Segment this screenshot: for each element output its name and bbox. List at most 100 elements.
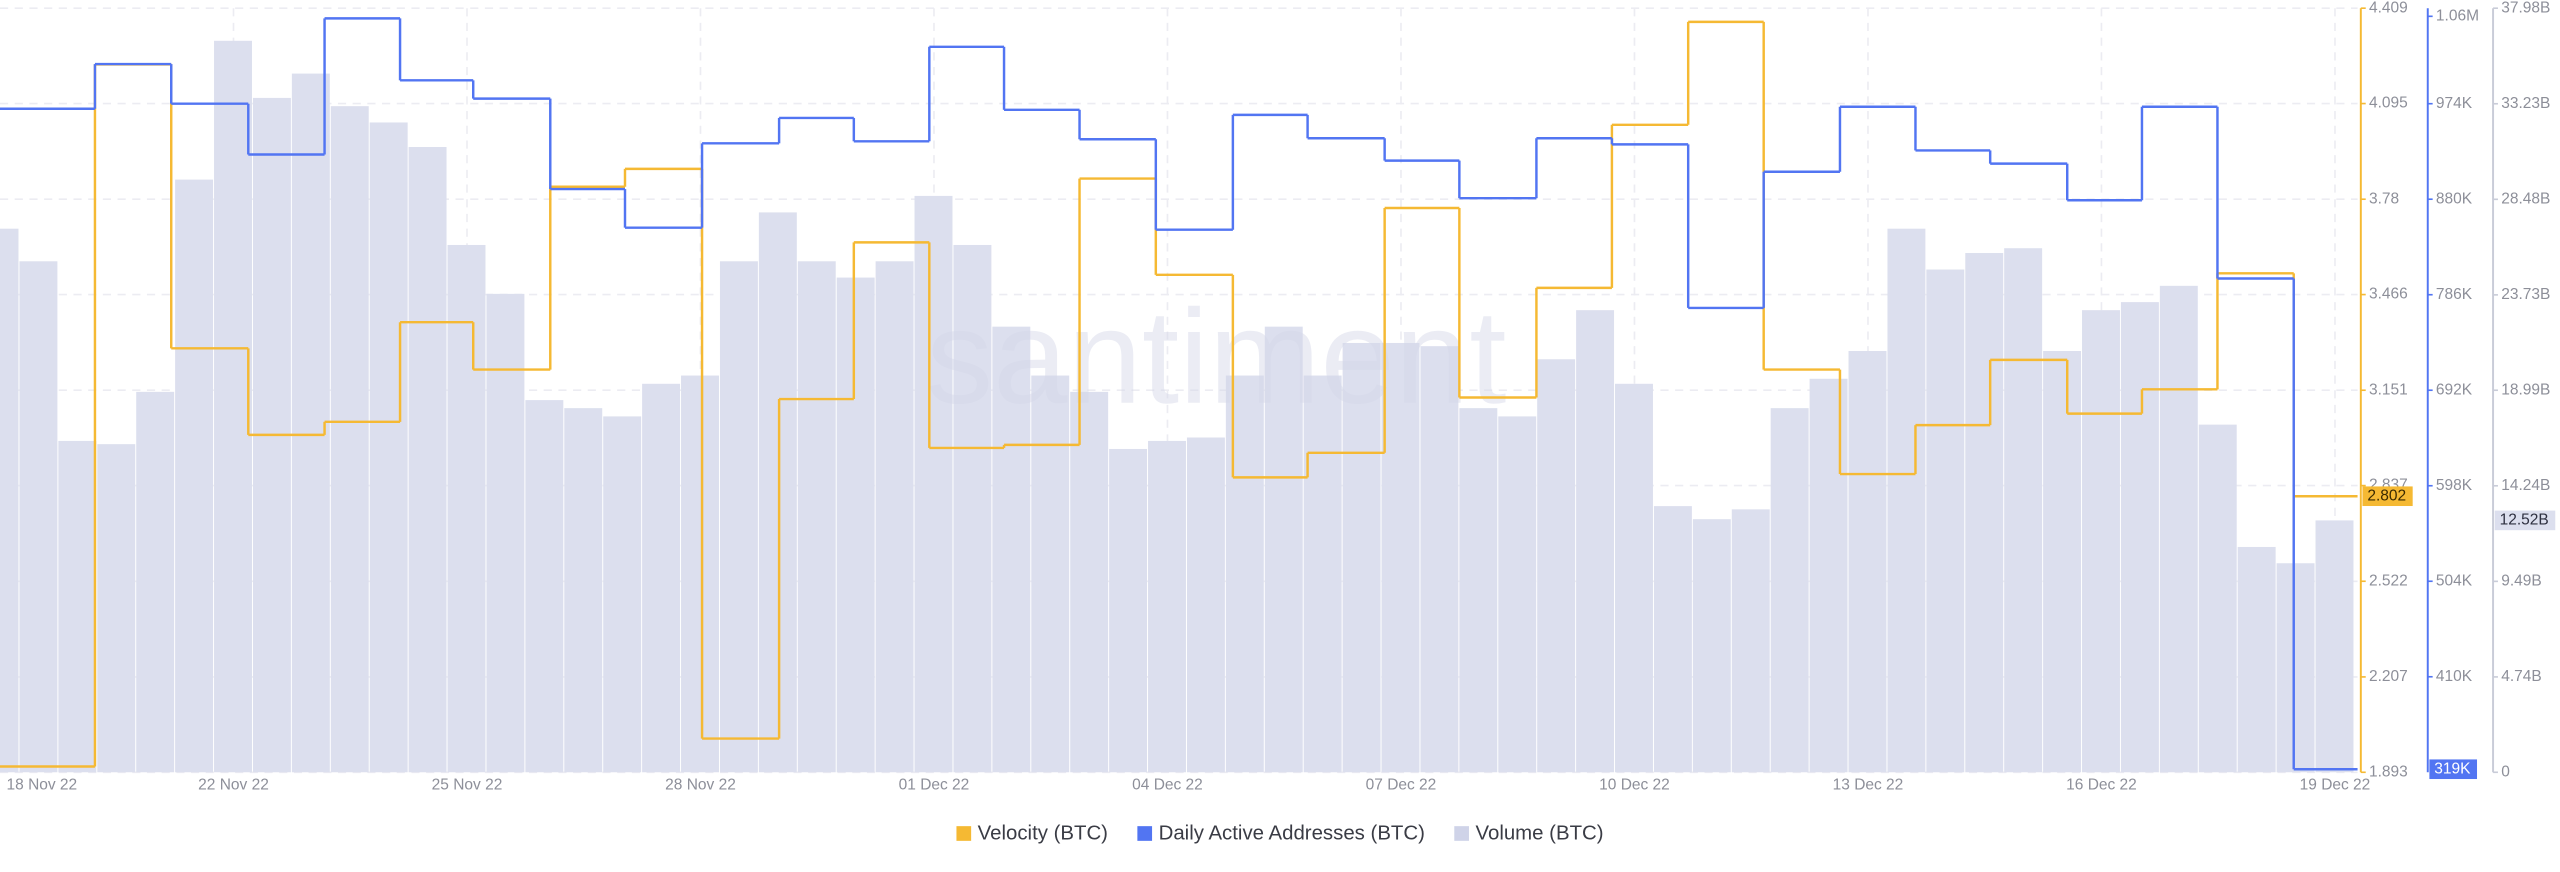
y-tick-label: 3.78 bbox=[2369, 190, 2399, 207]
y-tick-label: 880K bbox=[2436, 190, 2473, 207]
legend-text[interactable]: Velocity (BTC) bbox=[978, 823, 1108, 845]
legend-swatch[interactable] bbox=[1454, 826, 1469, 841]
volume-bar bbox=[1109, 448, 1148, 773]
volume-bar bbox=[1965, 253, 2004, 773]
volume-bar bbox=[1848, 351, 1887, 773]
y-tick-label: 33.23B bbox=[2501, 95, 2550, 112]
y-tick-label: 598K bbox=[2436, 477, 2473, 494]
legend-swatch[interactable] bbox=[956, 826, 972, 841]
volume-bar bbox=[2276, 563, 2315, 773]
volume-bar bbox=[447, 244, 486, 773]
x-tick-label: 25 Nov 22 bbox=[432, 776, 503, 793]
y-tick-label: 37.98B bbox=[2501, 0, 2550, 16]
x-tick-label: 22 Nov 22 bbox=[198, 776, 269, 793]
x-tick-label: 13 Dec 22 bbox=[1833, 776, 1904, 793]
volume-bar bbox=[19, 261, 58, 773]
volume-bar bbox=[0, 228, 19, 773]
volume-bar bbox=[369, 122, 408, 773]
y-tick-label: 28.48B bbox=[2501, 190, 2550, 207]
y-tick-label: 974K bbox=[2436, 95, 2473, 112]
volume-bar bbox=[719, 261, 758, 773]
volume-bar bbox=[992, 326, 1031, 773]
x-tick-label: 10 Dec 22 bbox=[1599, 776, 1670, 793]
volume-bar bbox=[1576, 310, 1615, 773]
volume-bar bbox=[642, 383, 681, 773]
volume-bar bbox=[758, 212, 797, 773]
last-value-badge bbox=[2494, 510, 2556, 531]
y-tick-label: 18.99B bbox=[2501, 381, 2550, 398]
last-value-label: 2.802 bbox=[2367, 487, 2406, 504]
volume-bar bbox=[1070, 391, 1109, 773]
volume-bar bbox=[1381, 342, 1420, 773]
volume-bar bbox=[2120, 302, 2159, 773]
volume-bar bbox=[1498, 416, 1537, 773]
y-tick-label: 3.151 bbox=[2369, 381, 2408, 398]
volume-bar bbox=[564, 408, 603, 773]
volume-bar bbox=[836, 277, 875, 773]
y-tick-label: 1.893 bbox=[2369, 763, 2408, 780]
y-tick-label: 4.74B bbox=[2501, 668, 2542, 685]
x-tick-label: 28 Nov 22 bbox=[665, 776, 736, 793]
y-tick-label: 9.49B bbox=[2501, 572, 2542, 589]
legend-text[interactable]: Daily Active Addresses (BTC) bbox=[1159, 823, 1425, 845]
volume-bar bbox=[1731, 509, 1770, 773]
y-tick-label: 786K bbox=[2436, 286, 2473, 303]
last-value-badge bbox=[2429, 759, 2478, 780]
y-tick-label: 23.73B bbox=[2501, 286, 2550, 303]
volume-bar bbox=[953, 244, 992, 773]
legend-text[interactable]: Volume (BTC) bbox=[1476, 823, 1604, 845]
volume-bar bbox=[330, 106, 369, 773]
x-tick-label: 18 Nov 22 bbox=[7, 776, 78, 793]
volume-bar bbox=[1225, 375, 1264, 773]
volume-bar bbox=[1770, 408, 1809, 773]
y-tick-label: 410K bbox=[2436, 668, 2473, 685]
volume-bar bbox=[486, 293, 525, 773]
volume-bar bbox=[97, 444, 136, 773]
volume-bar bbox=[1342, 342, 1381, 773]
legend-swatch[interactable] bbox=[1137, 826, 1153, 841]
y-tick-label: 14.24B bbox=[2501, 477, 2550, 494]
volume-bar bbox=[914, 195, 953, 773]
volume-bar bbox=[1459, 408, 1498, 773]
volume-bar bbox=[2043, 351, 2082, 773]
x-tick-label: 19 Dec 22 bbox=[2300, 776, 2371, 793]
volume-bar bbox=[1926, 269, 1965, 773]
y-tick-label: 4.095 bbox=[2369, 95, 2408, 112]
volume-bar bbox=[2315, 520, 2354, 773]
volume-bar bbox=[797, 261, 836, 773]
volume-bar bbox=[1692, 519, 1731, 773]
volume-bar bbox=[214, 40, 252, 773]
watermark: santiment bbox=[926, 283, 1506, 432]
y-tick-label: 3.466 bbox=[2369, 286, 2408, 303]
last-value-badge bbox=[2362, 486, 2413, 507]
volume-bar bbox=[1303, 375, 1342, 773]
volume-bar bbox=[408, 147, 447, 773]
last-value-label: 319K bbox=[2434, 760, 2471, 777]
volume-bar bbox=[681, 375, 719, 773]
volume-bar bbox=[1615, 383, 1653, 773]
y-tick-label: 0 bbox=[2501, 763, 2510, 780]
volume-bar bbox=[2198, 424, 2237, 773]
volume-bar bbox=[1031, 375, 1070, 773]
volume-bar bbox=[1537, 359, 1576, 773]
volume-bar bbox=[1653, 506, 1692, 773]
y-tick-label: 1.06M bbox=[2436, 7, 2479, 24]
y-tick-label: 4.409 bbox=[2369, 0, 2408, 16]
volume-bar bbox=[1420, 346, 1459, 773]
x-tick-label: 01 Dec 22 bbox=[899, 776, 970, 793]
volume-bar bbox=[175, 179, 214, 773]
volume-bar bbox=[1809, 378, 1848, 773]
volume-bar bbox=[2082, 310, 2120, 773]
volume-bar bbox=[1887, 228, 1926, 773]
last-value-label: 12.52B bbox=[2500, 511, 2549, 528]
volume-bar bbox=[1264, 326, 1303, 773]
volume-bar bbox=[58, 440, 97, 773]
volume-bar bbox=[525, 400, 564, 773]
bars-layer bbox=[0, 7, 2358, 774]
x-tick-label: 07 Dec 22 bbox=[1366, 776, 1437, 793]
volume-bar bbox=[2004, 248, 2043, 773]
volume-bar bbox=[603, 416, 642, 773]
y-tick-label: 504K bbox=[2436, 572, 2473, 589]
volume-bar bbox=[2237, 546, 2276, 773]
